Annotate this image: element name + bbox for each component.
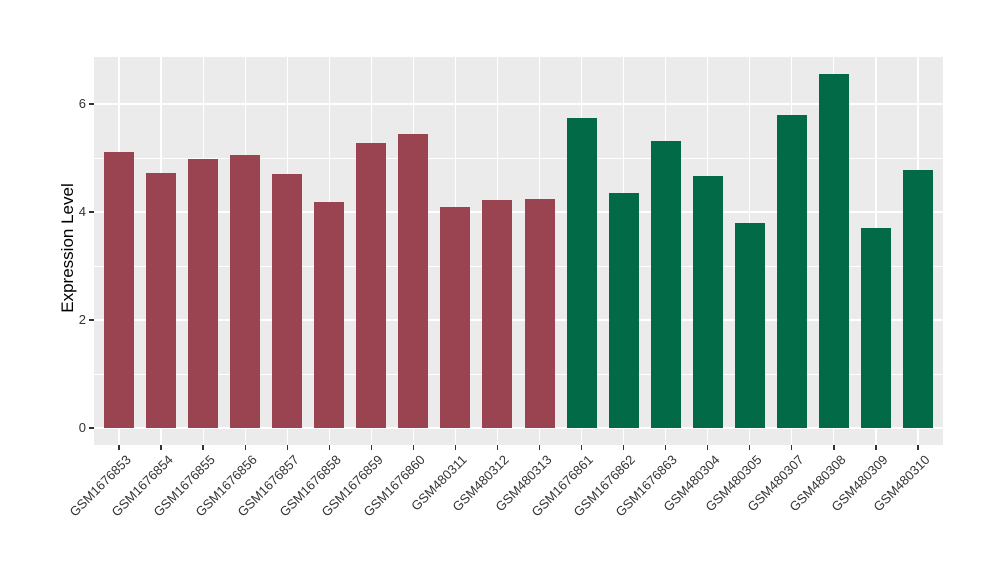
y-tick-label: 4 <box>78 204 86 219</box>
x-tick-mark <box>748 445 751 450</box>
x-tick-mark <box>412 445 415 450</box>
gridline-major-y4 <box>94 211 943 213</box>
y-tick-mark <box>89 427 94 429</box>
x-tick-mark <box>706 445 709 450</box>
x-tick-mark <box>454 445 457 450</box>
gridline-minor-y5 <box>94 157 943 159</box>
bar-gsm1676858 <box>314 202 345 428</box>
bar-gsm480311 <box>440 207 471 428</box>
x-tick-mark <box>664 445 667 450</box>
x-tick-mark <box>538 445 541 450</box>
x-tick-mark <box>916 445 919 450</box>
bar-gsm1676859 <box>356 142 387 428</box>
x-tick-mark <box>496 445 499 450</box>
x-tick-mark <box>244 445 247 450</box>
y-tick-mark <box>89 103 94 105</box>
x-tick-mark <box>874 445 877 450</box>
gridline-minor-y1 <box>94 373 943 375</box>
x-tick-mark <box>832 445 835 450</box>
x-tick-mark <box>580 445 583 450</box>
y-tick-label: 6 <box>78 96 86 111</box>
gridline-minor-y3 <box>94 265 943 267</box>
bar-gsm1676861 <box>566 117 597 428</box>
bar-gsm1676854 <box>146 173 177 428</box>
x-tick-mark <box>370 445 373 450</box>
x-tick-mark <box>202 445 205 450</box>
gridline-major-y0 <box>94 427 943 429</box>
x-tick-mark <box>622 445 625 450</box>
y-tick-label: 2 <box>78 312 86 327</box>
y-axis-title-text: Expression Level <box>58 183 77 313</box>
bar-gsm480305 <box>734 223 765 428</box>
bar-gsm480312 <box>482 200 513 428</box>
x-tick-mark <box>790 445 793 450</box>
bar-gsm1676857 <box>272 174 303 428</box>
x-tick-mark <box>160 445 163 450</box>
gridline-major-y6 <box>94 103 943 105</box>
y-tick-mark <box>89 319 94 321</box>
bar-gsm1676862 <box>608 193 639 428</box>
bar-gsm1676856 <box>230 154 261 428</box>
bar-gsm1676855 <box>188 159 219 428</box>
bar-gsm480309 <box>860 228 891 428</box>
y-tick-mark <box>89 211 94 213</box>
x-tick-mark <box>118 445 120 450</box>
bar-gsm1676860 <box>398 134 429 428</box>
bar-gsm480307 <box>776 114 807 428</box>
bar-gsm480310 <box>902 169 933 428</box>
x-tick-mark <box>286 445 289 450</box>
plot-panel <box>94 57 943 445</box>
bar-gsm480308 <box>818 73 849 428</box>
bar-gsm480304 <box>692 175 723 428</box>
gridline-major-y2 <box>94 319 943 321</box>
y-tick-label: 0 <box>78 420 86 435</box>
bar-gsm1676853 <box>104 151 135 428</box>
bar-gsm1676863 <box>650 141 681 428</box>
bar-gsm480313 <box>524 198 555 428</box>
x-tick-mark <box>328 445 331 450</box>
